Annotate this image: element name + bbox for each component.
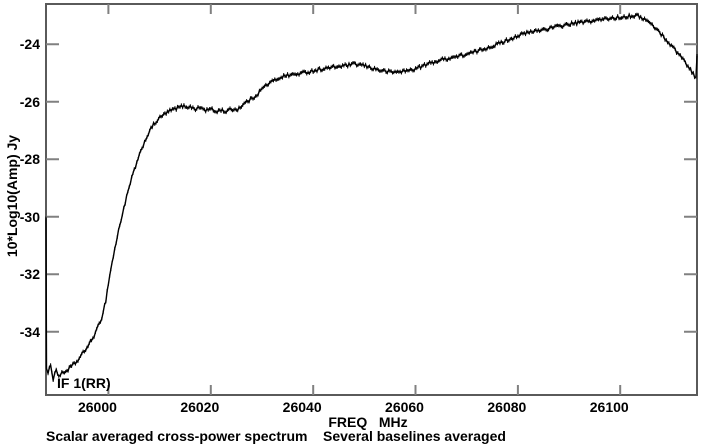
x-tick-label: 26020	[180, 399, 220, 415]
y-tick-label: -24	[19, 36, 40, 53]
y-tick-label: -32	[19, 266, 40, 283]
y-tick-label: -26	[19, 93, 40, 110]
y-axis-title: 10*Log10(Amp) Jy	[4, 134, 20, 258]
x-tick-label: 26000	[77, 399, 117, 415]
x-tick-label: 26040	[282, 399, 322, 415]
axis-ticks	[46, 4, 697, 395]
x-tick-label: 26060	[385, 399, 424, 415]
x-axis-title: FREQ MHz	[328, 414, 408, 430]
spectrum-curve	[45, 13, 698, 382]
y-tick-label: -34	[19, 323, 40, 340]
x-tick-label: 26100	[589, 399, 629, 415]
x-tick-label: 26080	[487, 399, 527, 415]
y-tick-label: -28	[19, 151, 40, 168]
y-tick-label: -30	[19, 208, 40, 225]
plot-caption: Scalar averaged cross-power spectrum Sev…	[46, 428, 506, 444]
axis-box	[45, 3, 698, 396]
if-polarization-annotation: IF 1(RR)	[57, 375, 111, 391]
